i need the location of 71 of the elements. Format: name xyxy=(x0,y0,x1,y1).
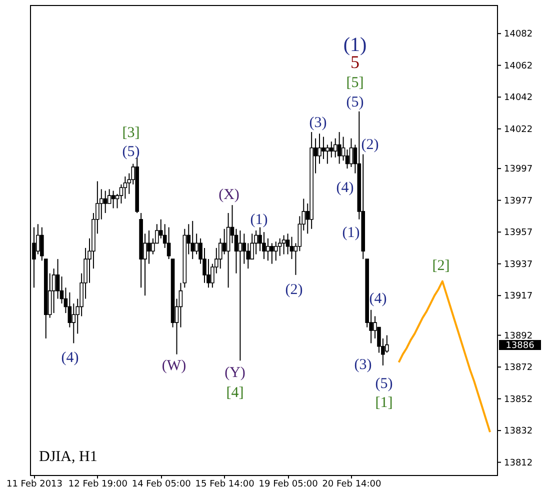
annotation: [5] xyxy=(346,75,364,91)
annotation: (Y) xyxy=(224,365,246,381)
candlestick xyxy=(266,238,270,262)
annotation: (1) xyxy=(250,212,268,228)
y-tick-label: 14042 xyxy=(504,93,533,104)
annotation: [2] xyxy=(432,258,450,274)
candlestick xyxy=(262,232,266,260)
candlestick xyxy=(242,233,246,264)
y-tick-label: 14062 xyxy=(504,61,533,72)
x-tick-label: 20 Feb 14:00 xyxy=(322,480,382,490)
candlestick xyxy=(290,236,294,260)
y-tick-label: 13832 xyxy=(504,426,533,437)
y-tick-label: 14082 xyxy=(504,30,533,40)
annotation: (2) xyxy=(285,282,303,298)
y-tick-label: 13892 xyxy=(504,331,533,342)
candlestick xyxy=(341,136,346,162)
annotation: (1) xyxy=(342,225,360,241)
annotation: (3) xyxy=(354,357,372,373)
candlestick xyxy=(329,141,334,158)
annotation: (2) xyxy=(361,137,379,153)
annotation: (4) xyxy=(61,350,79,366)
y-tick-label: 13977 xyxy=(504,196,533,206)
y-tick-label: 13957 xyxy=(504,228,533,238)
y-tick-label: 14022 xyxy=(504,124,533,135)
candlestick xyxy=(52,268,56,314)
candlestick xyxy=(322,136,326,160)
annotation: (W) xyxy=(162,358,186,374)
y-tick-label: 13812 xyxy=(504,458,533,468)
annotation: (5) xyxy=(375,376,393,392)
annotation: [1] xyxy=(375,395,393,411)
candlestick xyxy=(190,220,195,260)
y-tick-label: 13872 xyxy=(504,363,533,374)
candlestick xyxy=(111,190,116,209)
candlestick xyxy=(238,230,242,362)
candlestick xyxy=(147,230,151,264)
candlestick xyxy=(286,233,290,255)
annotation: (5) xyxy=(122,144,140,160)
candlestick xyxy=(337,132,342,164)
candlestick xyxy=(349,138,354,168)
candlestick xyxy=(123,176,128,200)
candlestick xyxy=(72,303,76,344)
candlestick xyxy=(178,282,183,328)
x-tick-label: 14 Feb 05:00 xyxy=(132,480,192,490)
candlestick xyxy=(282,234,286,255)
candlestick xyxy=(274,241,278,262)
candlestick xyxy=(333,138,338,158)
x-tick-label: 15 Feb 14:00 xyxy=(195,480,255,490)
x-tick-label: 11 Feb 2013 xyxy=(6,480,62,490)
candlestick xyxy=(318,133,322,164)
x-tick-label: 19 Feb 05:00 xyxy=(258,480,318,490)
annotation: [4] xyxy=(226,385,244,401)
y-tick-label: 13997 xyxy=(504,164,533,175)
x-tick-label: 12 Feb 19:00 xyxy=(68,480,128,490)
annotation: [3] xyxy=(122,125,140,141)
candlestick xyxy=(326,144,330,164)
annotation: (4) xyxy=(336,180,354,196)
candlestick xyxy=(56,258,60,300)
text: DJIA, H1 xyxy=(39,449,98,465)
candlestick xyxy=(278,238,282,256)
candlestick xyxy=(103,190,108,214)
y-tick-label: 13937 xyxy=(504,260,533,270)
annotation: (4) xyxy=(369,291,387,307)
y-tick-label: 13852 xyxy=(504,394,533,405)
candlestick xyxy=(270,242,274,264)
annotation: (5) xyxy=(346,94,364,110)
text: 13886 xyxy=(506,341,535,351)
candlestick xyxy=(226,212,230,288)
annotation: (X) xyxy=(218,187,240,203)
y-tick-label: 13917 xyxy=(504,292,533,302)
line-series xyxy=(398,280,492,434)
annotation: (3) xyxy=(309,115,327,131)
